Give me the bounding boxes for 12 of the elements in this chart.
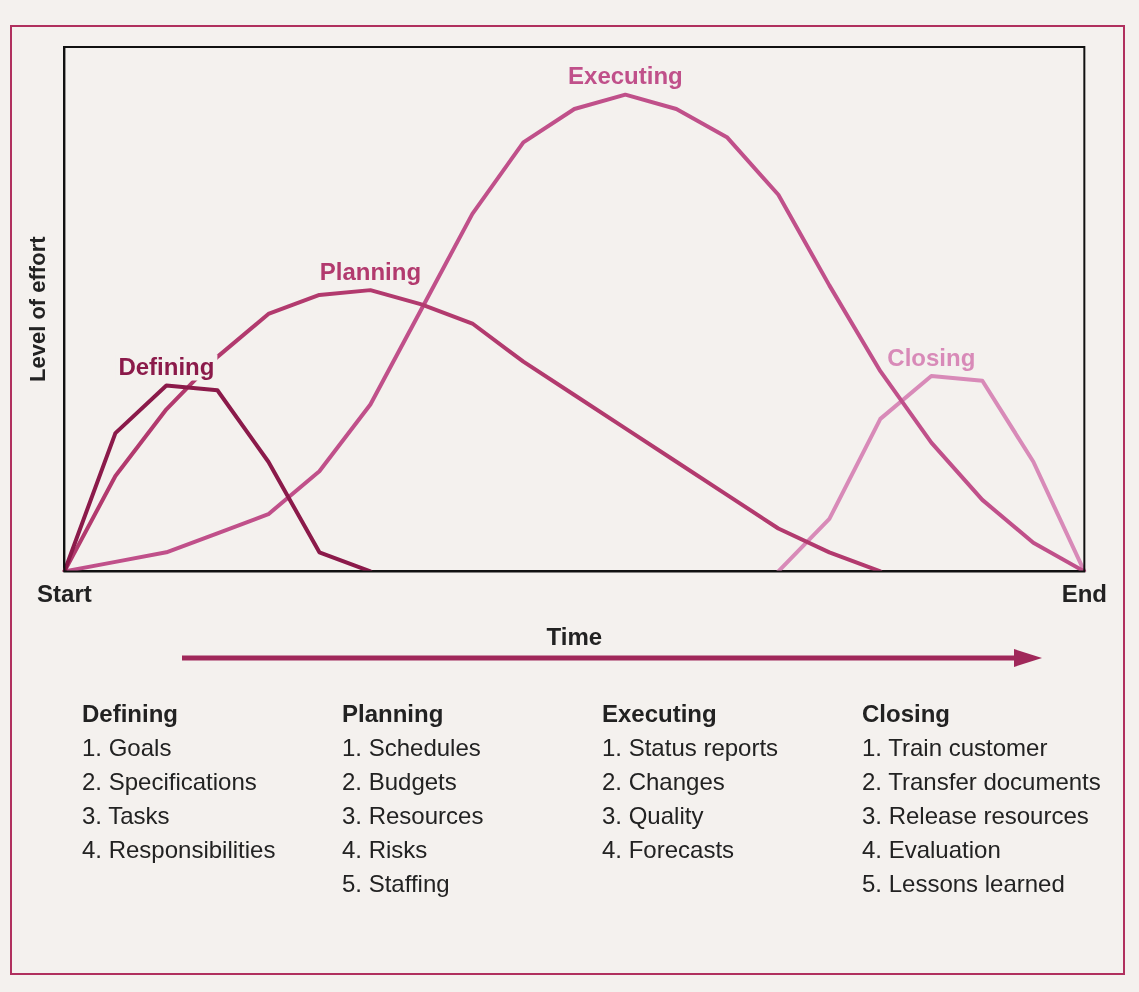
text: Defining 1. Goals 2. Specifications 3. Tasks 4. Responsibilities xyxy=(82,699,277,865)
series-label: Defining xyxy=(118,353,215,381)
x-tick-label: Start xyxy=(37,580,92,608)
text: Planning 1. Schedules 2. Budgets 3. Resources 4. Risks 5. Staffing xyxy=(342,699,485,899)
x-axis-title: Time xyxy=(546,623,603,651)
series-label: Executing xyxy=(568,62,683,90)
series-label: Closing xyxy=(887,343,976,371)
y-axis-title: Level of effort xyxy=(25,235,51,382)
x-tick-label: End xyxy=(1061,580,1107,608)
text: Closing 1. Train customer 2. Transfer documents 3. Release resources 4. Evaluation 5. Lessons learned xyxy=(862,699,1102,899)
text: Executing 1. Status reports 2. Changes 3. Quality 4. Forecasts xyxy=(602,699,780,865)
series-label: Planning xyxy=(319,257,422,285)
